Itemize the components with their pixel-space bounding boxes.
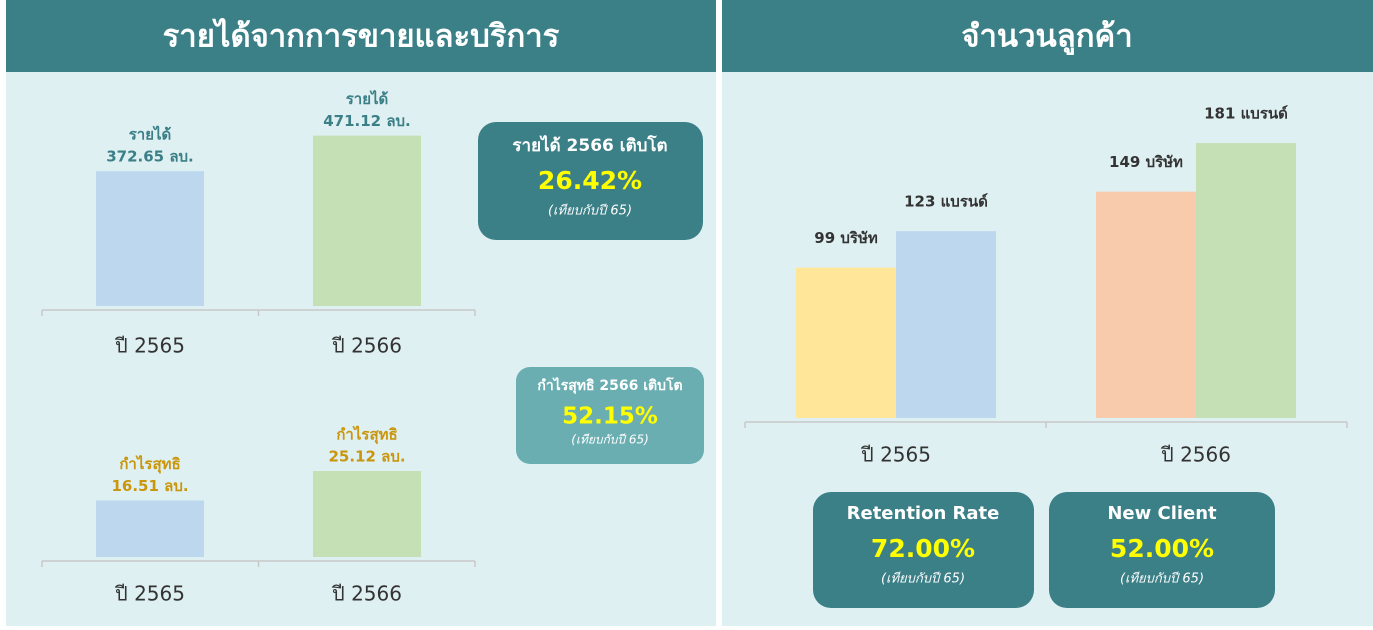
bar xyxy=(896,231,996,418)
bar xyxy=(313,135,421,306)
bar xyxy=(313,471,421,557)
data-label: 372.65 ลบ. xyxy=(106,148,194,166)
x-tick-label: ปี 2566 xyxy=(332,582,402,606)
bar xyxy=(96,500,204,557)
callout-title: Retention Rate xyxy=(847,503,1000,524)
callout: New Client 52.00% (เทียบกับปี 65) xyxy=(1049,492,1275,608)
callout-note: (เทียบกับปี 65) xyxy=(881,571,965,587)
callout-title: New Client xyxy=(1107,503,1217,524)
panel-title: จำนวนลูกค้า xyxy=(961,19,1132,56)
callout-value: 52.15% xyxy=(562,404,658,430)
callout-box xyxy=(813,492,1034,608)
callout-value: 26.42% xyxy=(538,166,642,195)
panel-title: รายได้จากการขายและบริการ xyxy=(163,18,560,55)
bar xyxy=(1196,143,1296,419)
callout-title: รายได้ 2566 เติบโต xyxy=(512,135,667,156)
series-label: กำไรสุทธิ xyxy=(336,425,397,445)
callout-note: (เทียบกับปี 65) xyxy=(1120,571,1204,587)
x-tick-label: ปี 2565 xyxy=(115,582,185,606)
data-label: 123 แบรนด์ xyxy=(904,193,988,211)
callout-note: (เทียบกับปี 65) xyxy=(548,203,632,219)
x-tick-label: ปี 2566 xyxy=(332,334,402,358)
callout: Retention Rate 72.00% (เทียบกับปี 65) xyxy=(813,492,1034,608)
data-label: 149 บริษัท xyxy=(1109,153,1183,171)
data-label: 16.51 ลบ. xyxy=(111,477,188,495)
bar xyxy=(1096,191,1196,418)
series-label: รายได้ xyxy=(129,125,172,144)
series-label: กำไรสุทธิ xyxy=(119,454,180,474)
callout-box xyxy=(516,367,704,464)
x-tick-label: ปี 2565 xyxy=(861,443,931,467)
callout-box xyxy=(1049,492,1275,608)
panel-header xyxy=(6,0,716,72)
x-tick-label: ปี 2566 xyxy=(1161,443,1231,467)
callout-value: 52.00% xyxy=(1110,534,1214,563)
callout-value: 72.00% xyxy=(871,534,975,563)
data-label: 99 บริษัท xyxy=(814,229,878,247)
data-label: 25.12 ลบ. xyxy=(328,448,405,466)
data-label: 181 แบรนด์ xyxy=(1204,105,1288,123)
x-tick-label: ปี 2565 xyxy=(115,334,185,358)
bar xyxy=(96,171,204,306)
series-label: รายได้ xyxy=(346,89,389,108)
callout-title: กำไรสุทธิ 2566 เติบโต xyxy=(537,376,682,394)
callout: กำไรสุทธิ 2566 เติบโต 52.15% (เทียบกับปี… xyxy=(516,367,704,464)
panel-header xyxy=(722,0,1373,72)
data-label: 471.12 ลบ. xyxy=(323,112,411,130)
callout-box xyxy=(478,122,703,240)
callout: รายได้ 2566 เติบโต 26.42% (เทียบกับปี 65… xyxy=(478,122,703,240)
callout-note: (เทียบกับปี 65) xyxy=(571,433,649,447)
bar xyxy=(796,267,896,418)
